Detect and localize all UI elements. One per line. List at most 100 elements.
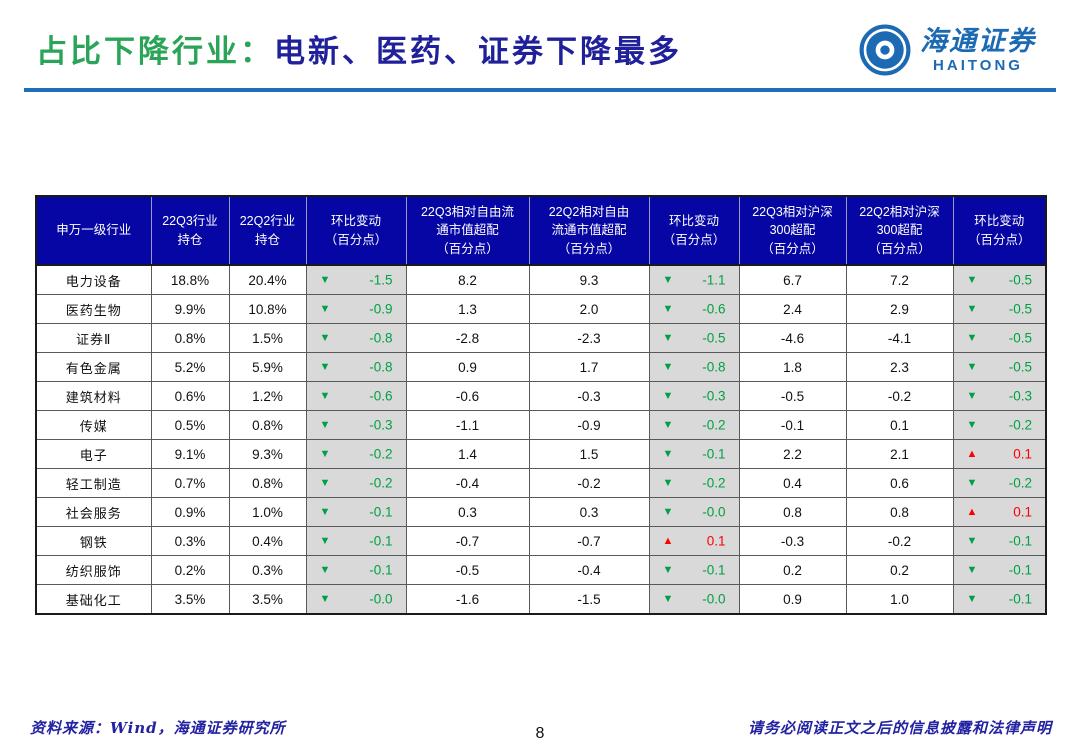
down-triangle-icon: ▼ (966, 564, 978, 576)
change-cell: ▼ -0.5 (952, 264, 1047, 295)
change-cell: ▼ -0.2 (648, 468, 740, 498)
change-cell: ▲ 0.1 (952, 497, 1047, 527)
page-title-main: 电新、医药、证券下降最多 (274, 34, 682, 70)
q3-freefloat-overweight-cell: -0.6 (405, 381, 530, 411)
company-name-cn: 海通证券 (920, 25, 1036, 57)
q2-hs300-overweight-cell: 7.2 (845, 264, 954, 295)
change-value: -0.8 (369, 330, 393, 346)
down-triangle-icon: ▼ (662, 448, 674, 460)
industry-name: 证券Ⅱ (35, 323, 152, 353)
down-triangle-icon: ▼ (966, 274, 978, 286)
change-value: -0.5 (1008, 301, 1032, 317)
change-value: -0.1 (1008, 533, 1032, 549)
title-divider (24, 88, 1056, 92)
change-cell: ▼ -0.1 (305, 497, 407, 527)
column-header: 申万一级行业 (35, 195, 152, 266)
q2-hs300-overweight-cell: 2.1 (845, 439, 954, 469)
down-triangle-icon: ▼ (319, 303, 331, 315)
change-cell: ▼ -0.2 (648, 410, 740, 440)
change-value: -0.0 (369, 591, 393, 607)
change-value: -0.1 (702, 562, 726, 578)
q3-freefloat-overweight-cell: -2.8 (405, 323, 530, 353)
disclaimer: 请务必阅读正文之后的信息披露和法律声明 (747, 719, 1052, 737)
down-triangle-icon: ▼ (662, 361, 674, 373)
q3-freefloat-overweight-cell: 1.4 (405, 439, 530, 469)
down-triangle-icon: ▼ (966, 593, 978, 605)
change-cell: ▼ -0.1 (305, 555, 407, 585)
q2-hs300-overweight-cell: 0.6 (845, 468, 954, 498)
change-cell: ▼ -0.2 (952, 468, 1047, 498)
change-value: -0.1 (369, 533, 393, 549)
change-cell: ▼ -0.1 (648, 439, 740, 469)
down-triangle-icon: ▼ (662, 506, 674, 518)
down-triangle-icon: ▼ (319, 448, 331, 460)
change-value: -0.1 (1008, 562, 1032, 578)
down-triangle-icon: ▼ (662, 390, 674, 402)
table-row: 纺织服饰 0.2% 0.3% ▼ -0.1 -0.5 -0.4 ▼ -0.1 0.2 0.2 ▼ -0.… (35, 555, 1047, 585)
q3-holding-cell: 18.8% (150, 264, 230, 295)
down-triangle-icon: ▼ (966, 419, 978, 431)
q3-freefloat-overweight-cell: -1.1 (405, 410, 530, 440)
q3-holding-cell: 0.5% (150, 410, 230, 440)
change-value: -0.6 (369, 388, 393, 404)
q3-hs300-overweight-cell: 1.8 (738, 352, 847, 382)
down-triangle-icon: ▼ (662, 274, 674, 286)
q2-holding-cell: 1.5% (228, 323, 307, 353)
table-row: 建筑材料 0.6% 1.2% ▼ -0.6 -0.6 -0.3 ▼ -0.3 -0.5 -0.2 ▼ -… (35, 381, 1047, 411)
q2-holding-cell: 20.4% (228, 264, 307, 295)
down-triangle-icon: ▼ (319, 564, 331, 576)
down-triangle-icon: ▼ (319, 332, 331, 344)
q3-hs300-overweight-cell: 2.2 (738, 439, 847, 469)
change-cell: ▼ -0.5 (648, 323, 740, 353)
change-cell: ▼ -0.6 (305, 381, 407, 411)
change-cell: ▲ 0.1 (952, 439, 1047, 469)
change-cell: ▼ -0.2 (952, 410, 1047, 440)
table-row: 基础化工 3.5% 3.5% ▼ -0.0 -1.6 -1.5 ▼ -0.0 0.9 1.0 ▼ -0.… (35, 584, 1047, 615)
q3-holding-cell: 0.3% (150, 526, 230, 556)
down-triangle-icon: ▼ (662, 593, 674, 605)
change-cell: ▼ -0.0 (648, 584, 740, 615)
change-value: -0.8 (702, 359, 726, 375)
up-triangle-icon: ▲ (966, 448, 978, 460)
column-header: 22Q2行业 持仓 (228, 195, 307, 266)
table-row: 电子 9.1% 9.3% ▼ -0.2 1.4 1.5 ▼ -0.1 2.2 2.1 ▲ 0.1 (35, 439, 1047, 469)
table-row: 社会服务 0.9% 1.0% ▼ -0.1 0.3 0.3 ▼ -0.0 0.8 0.8 ▲ 0.1 (35, 497, 1047, 527)
change-value: -0.2 (702, 417, 726, 433)
table-row: 证券Ⅱ 0.8% 1.5% ▼ -0.8 -2.8 -2.3 ▼ -0.5 -4.6 -4.1 ▼ -0… (35, 323, 1047, 353)
q3-holding-cell: 0.2% (150, 555, 230, 585)
change-value: -1.1 (702, 272, 726, 288)
change-value: -0.2 (1008, 475, 1032, 491)
industry-table-container: 申万一级行业 22Q3行业 持仓 22Q2行业 持仓 环比变动 （百分点） 22… (35, 195, 1047, 615)
q3-freefloat-overweight-cell: 0.9 (405, 352, 530, 382)
q2-freefloat-overweight-cell: -0.2 (528, 468, 650, 498)
change-cell: ▼ -0.3 (952, 381, 1047, 411)
q3-holding-cell: 9.9% (150, 294, 230, 324)
industry-name: 电子 (35, 439, 152, 469)
change-cell: ▼ -1.1 (648, 264, 740, 295)
change-cell: ▼ -0.1 (952, 584, 1047, 615)
change-cell: ▼ -1.5 (305, 264, 407, 295)
down-triangle-icon: ▼ (662, 477, 674, 489)
q3-freefloat-overweight-cell: -0.4 (405, 468, 530, 498)
industry-name: 医药生物 (35, 294, 152, 324)
industry-name: 社会服务 (35, 497, 152, 527)
q2-hs300-overweight-cell: 2.3 (845, 352, 954, 382)
column-header: 22Q3相对自由流 通市值超配 （百分点） (405, 195, 530, 266)
change-cell: ▼ -0.6 (648, 294, 740, 324)
change-cell: ▲ 0.1 (648, 526, 740, 556)
down-triangle-icon: ▼ (319, 419, 331, 431)
down-triangle-icon: ▼ (319, 361, 331, 373)
q3-hs300-overweight-cell: 0.2 (738, 555, 847, 585)
change-value: -0.1 (369, 562, 393, 578)
q3-hs300-overweight-cell: 2.4 (738, 294, 847, 324)
q2-holding-cell: 0.3% (228, 555, 307, 585)
q2-freefloat-overweight-cell: -0.7 (528, 526, 650, 556)
change-cell: ▼ -0.0 (305, 584, 407, 615)
down-triangle-icon: ▼ (662, 332, 674, 344)
column-header: 22Q3相对沪深 300超配 （百分点） (738, 195, 847, 266)
down-triangle-icon: ▼ (966, 303, 978, 315)
change-cell: ▼ -0.8 (305, 323, 407, 353)
down-triangle-icon: ▼ (662, 303, 674, 315)
industry-name: 电力设备 (35, 264, 152, 295)
